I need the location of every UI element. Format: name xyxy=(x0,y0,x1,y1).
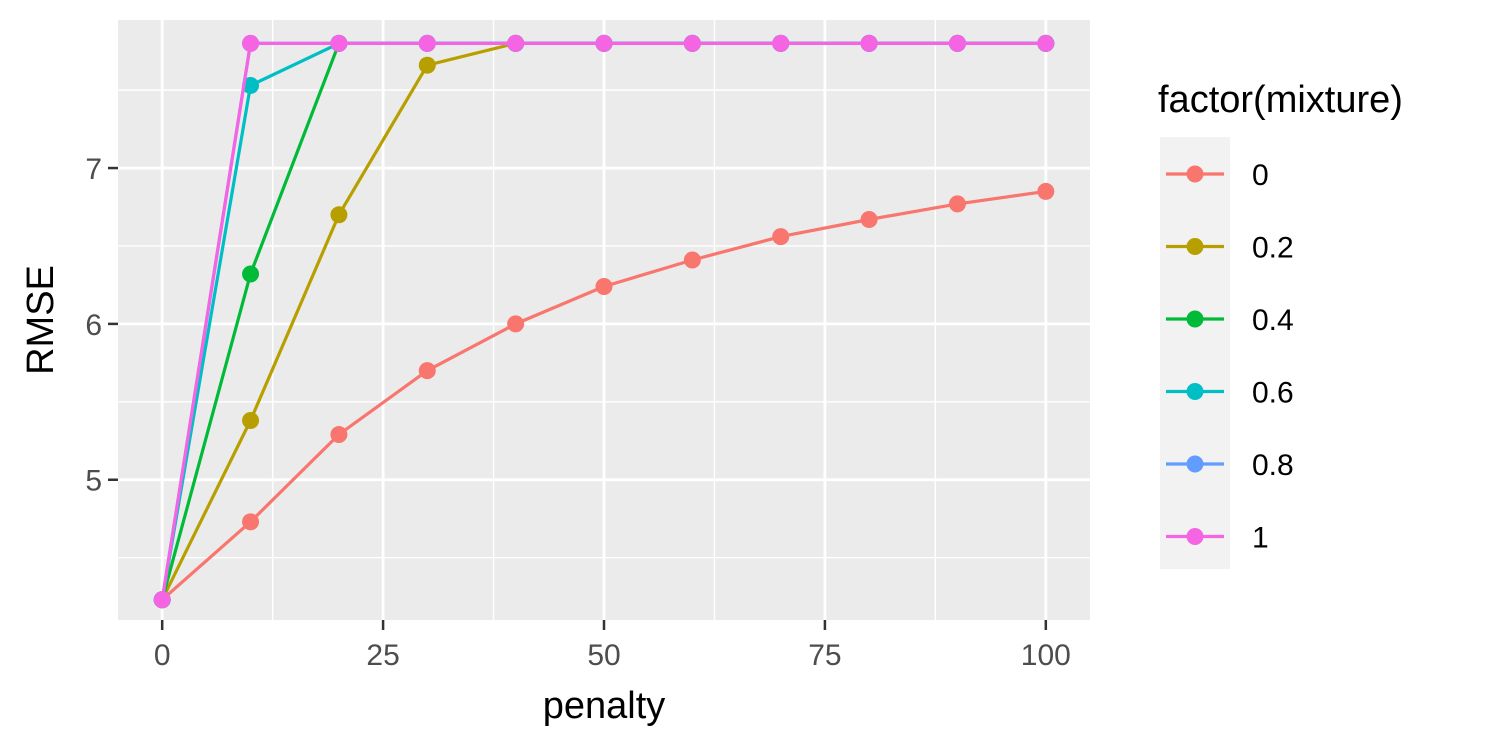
grid-major xyxy=(118,20,1090,620)
legend-label: 0.4 xyxy=(1252,304,1294,337)
data-point xyxy=(330,426,348,444)
legend-label: 0 xyxy=(1252,159,1269,192)
legend-key-point xyxy=(1186,165,1204,183)
legend-key-point xyxy=(1186,528,1204,545)
legend-label: 0.6 xyxy=(1252,377,1294,410)
data-point xyxy=(1037,34,1055,52)
data-point xyxy=(860,210,878,228)
data-point xyxy=(153,591,171,609)
data-point xyxy=(1037,182,1055,200)
y-axis-title: RMSE xyxy=(20,265,62,375)
data-point xyxy=(418,56,436,74)
legend-item-0.6: 0.6 xyxy=(1166,377,1294,410)
x-tick-label: 100 xyxy=(1021,639,1071,672)
legend-label: 0.2 xyxy=(1252,232,1294,265)
data-point xyxy=(418,362,436,380)
x-axis: 0 25 50 75 100 xyxy=(154,620,1071,672)
data-point xyxy=(948,195,966,213)
legend-item-0.8: 0.8 xyxy=(1166,449,1294,482)
series-1 xyxy=(153,34,1055,609)
legend-key-background xyxy=(1160,137,1230,569)
legend: factor(mixture) 0 0.2 0.4 0.6 0.8 1 xyxy=(1158,79,1403,569)
legend-key-point xyxy=(1186,310,1204,328)
data-point xyxy=(507,315,525,333)
legend-key-point xyxy=(1186,383,1204,400)
data-point xyxy=(242,76,260,94)
data-point xyxy=(772,34,790,52)
data-point xyxy=(683,251,701,269)
data-point xyxy=(683,34,701,52)
data-point xyxy=(595,34,613,52)
data-point xyxy=(948,34,966,52)
legend-item-0: 0 xyxy=(1166,159,1269,192)
data-point xyxy=(860,34,878,52)
y-axis: 5 6 7 xyxy=(85,153,118,498)
legend-item-1: 1 xyxy=(1166,522,1269,555)
x-tick-label: 0 xyxy=(154,639,171,672)
data-point xyxy=(330,34,348,52)
data-point xyxy=(242,34,260,52)
data-point xyxy=(242,513,260,531)
data-point xyxy=(595,277,613,295)
x-axis-title: penalty xyxy=(543,685,666,727)
y-tick-label: 5 xyxy=(85,465,102,498)
data-point xyxy=(242,265,260,283)
x-tick-label: 75 xyxy=(808,639,841,672)
data-point xyxy=(242,412,260,430)
data-point xyxy=(772,228,790,246)
data-point xyxy=(507,34,525,52)
legend-item-0.4: 0.4 xyxy=(1166,304,1294,337)
data-point xyxy=(330,206,348,224)
legend-item-0.2: 0.2 xyxy=(1166,232,1294,265)
y-tick-label: 6 xyxy=(85,309,102,342)
legend-label: 1 xyxy=(1252,522,1269,555)
data-point xyxy=(418,34,436,52)
series-0 xyxy=(153,182,1055,609)
legend-key-point xyxy=(1186,238,1204,255)
y-tick-label: 7 xyxy=(85,153,102,186)
legend-key-point xyxy=(1186,455,1204,473)
series-layer xyxy=(153,34,1055,609)
legend-label: 0.8 xyxy=(1252,449,1294,482)
legend-title: factor(mixture) xyxy=(1158,79,1403,121)
x-tick-label: 50 xyxy=(587,639,620,672)
x-tick-label: 25 xyxy=(366,639,399,672)
